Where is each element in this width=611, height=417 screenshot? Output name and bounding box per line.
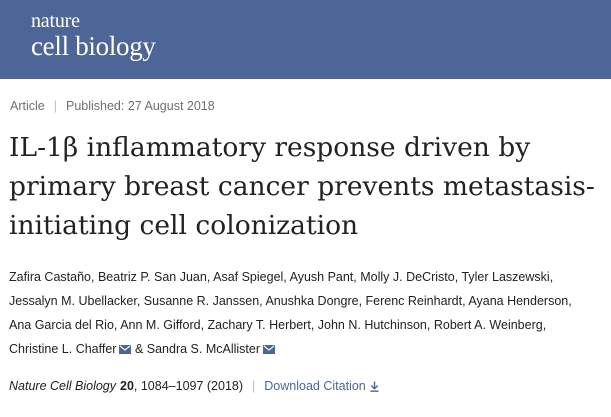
article-type: Article: [10, 99, 45, 113]
author-separator: ,: [462, 294, 466, 308]
author-name[interactable]: Ana Garcia del Rio: [9, 318, 114, 332]
author-name[interactable]: Anushka Dongre: [265, 294, 359, 308]
author-name[interactable]: Jessalyn M. Ubellacker: [9, 294, 137, 308]
download-citation-link[interactable]: Download Citation: [264, 379, 379, 393]
download-arrow-icon: [370, 381, 379, 392]
author-name[interactable]: John N. Hutchinson: [317, 318, 427, 332]
citation-line: Nature Cell Biology 20 , 1084–1097 (2018…: [9, 379, 379, 393]
author-item: Ayana Henderson,: [468, 294, 571, 308]
author-item: Ana Garcia del Rio,: [9, 318, 117, 332]
author-name[interactable]: Ferenc Reinhardt: [365, 294, 463, 308]
author-separator: ,: [353, 270, 357, 284]
author-item: Beatriz P. San Juan,: [98, 270, 210, 284]
author-name[interactable]: Tyler Laszewski: [461, 270, 550, 284]
author-item: Sandra S. McAllister: [147, 342, 275, 356]
author-item: Christine L. Chaffer &: [9, 342, 143, 356]
author-separator: ,: [90, 270, 95, 284]
author-separator: &: [131, 342, 144, 356]
author-item: Asaf Spiegel,: [213, 270, 287, 284]
author-item: Jessalyn M. Ubellacker,: [9, 294, 140, 308]
author-item: Tyler Laszewski,: [461, 270, 553, 284]
author-name[interactable]: Asaf Spiegel: [213, 270, 284, 284]
author-name[interactable]: Zafira Castaño: [9, 270, 91, 284]
download-citation-label: Download Citation: [264, 379, 366, 393]
author-separator: ,: [113, 318, 118, 332]
journal-logo[interactable]: nature cell biology: [31, 11, 156, 60]
author-separator: ,: [542, 318, 547, 332]
author-item: Zafira Castaño,: [9, 270, 94, 284]
author-name[interactable]: Ayana Henderson: [468, 294, 569, 308]
author-separator: ,: [136, 294, 141, 308]
author-separator: ,: [200, 318, 205, 332]
journal-header: nature cell biology: [0, 0, 611, 79]
author-separator: ,: [310, 318, 315, 332]
author-item: Molly J. DeCristo,: [360, 270, 458, 284]
meta-divider: |: [53, 99, 57, 113]
author-item: John N. Hutchinson,: [318, 318, 431, 332]
author-separator: ,: [568, 294, 572, 308]
author-item: Anushka Dongre,: [265, 294, 362, 308]
author-name[interactable]: Ann M. Gifford: [120, 318, 201, 332]
author-name[interactable]: Zachary T. Herbert: [207, 318, 311, 332]
author-item: Robert A. Weinberg,: [434, 318, 546, 332]
citation-journal: Nature Cell Biology: [9, 379, 116, 393]
author-name[interactable]: Susanne R. Janssen: [143, 294, 260, 308]
author-name[interactable]: Christine L. Chaffer: [9, 342, 117, 356]
author-name[interactable]: Sandra S. McAllister: [146, 342, 260, 356]
citation-divider: |: [252, 379, 256, 393]
author-list: Zafira Castaño, Beatriz P. San Juan, Asa…: [9, 265, 607, 361]
author-separator: ,: [283, 270, 287, 284]
article-meta: Article | Published: 27 August 2018: [10, 99, 215, 113]
author-item: Ferenc Reinhardt,: [366, 294, 466, 308]
article-title: IL-1β inflammatory response driven by pr…: [9, 132, 595, 241]
envelope-icon[interactable]: [119, 345, 132, 354]
author-separator: ,: [259, 294, 263, 308]
author-item: Zachary T. Herbert,: [208, 318, 315, 332]
author-name[interactable]: Beatriz P. San Juan: [97, 270, 207, 284]
citation-pages-year: , 1084–1097 (2018): [133, 379, 244, 393]
author-name[interactable]: Ayush Pant: [289, 270, 354, 284]
author-separator: ,: [358, 294, 363, 308]
citation-volume: 20: [120, 379, 134, 393]
logo-line-nature: nature: [31, 10, 80, 32]
author-separator: ,: [454, 270, 459, 284]
logo-line-cell-biology: cell biology: [31, 31, 156, 61]
author-separator: ,: [549, 270, 554, 284]
author-item: Ann M. Gifford,: [120, 318, 204, 332]
envelope-icon[interactable]: [263, 345, 275, 354]
author-name[interactable]: Molly J. DeCristo: [360, 270, 455, 284]
author-item: Susanne R. Janssen,: [144, 294, 263, 308]
author-separator: ,: [426, 318, 431, 332]
author-item: Ayush Pant,: [290, 270, 357, 284]
published-date: Published: 27 August 2018: [65, 99, 215, 113]
author-name[interactable]: Robert A. Weinberg: [433, 318, 543, 332]
author-separator: ,: [206, 270, 211, 284]
